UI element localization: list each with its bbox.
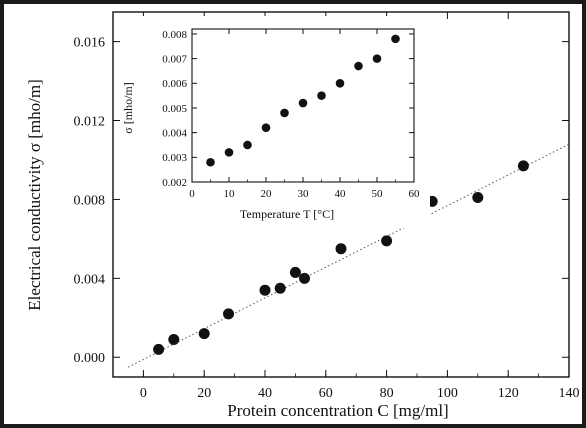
inset-x-tick-label: 10 [224, 188, 236, 200]
inset-y-tick-label: 0.008 [162, 29, 187, 41]
main-data-point [274, 282, 286, 294]
main-y-tick-label: 0.000 [74, 351, 106, 366]
inset-data-point [243, 140, 252, 150]
inset-data-point [335, 78, 345, 88]
inset-y-tick-label: 0.005 [162, 103, 187, 115]
inset-y-tick-label: 0.004 [162, 127, 187, 139]
inset-data-point [354, 61, 363, 71]
main-data-point [198, 328, 210, 340]
main-x-tick-label: 0 [140, 386, 147, 401]
main-y-axis-label: Electrical conductivity σ [mho/m] [25, 79, 44, 311]
main-data-point [335, 243, 347, 255]
main-y-tick-label: 0.004 [74, 272, 106, 287]
inset-x-tick-label: 50 [372, 188, 384, 200]
main-y-tick-label: 0.016 [74, 35, 106, 50]
main-x-tick-label: 120 [498, 386, 519, 401]
inset-x-tick-label: 40 [335, 188, 347, 200]
inset-data-point [317, 91, 326, 100]
main-x-tick-label: 40 [258, 386, 272, 401]
inset-y-tick-label: 0.003 [162, 152, 187, 164]
main-data-point [259, 284, 271, 296]
main-x-tick-label: 140 [559, 386, 580, 401]
inset-data-point [280, 108, 289, 118]
main-data-point [299, 272, 311, 284]
main-data-point [517, 160, 529, 172]
inset-x-tick-label: 30 [298, 188, 310, 200]
main-data-point [168, 334, 180, 346]
inset-data-point [206, 157, 215, 167]
inset-chart: 0 10 20 30 40 50 60 0.002 0.003 0.004 0.005 0.006 0.… [120, 16, 430, 228]
inset-y-axis-label: σ [mho/m] [121, 82, 135, 133]
inset-x-tick-label: 0 [189, 188, 195, 200]
inset-data-point [391, 34, 400, 44]
main-y-tick-label: 0.008 [74, 193, 106, 208]
main-data-point [472, 191, 484, 203]
main-data-point [153, 343, 165, 355]
inset-x-tick-label: 60 [409, 188, 421, 200]
inset-x-tick-label: 20 [261, 188, 273, 200]
main-x-axis-label: Protein concentration C [mg/ml] [227, 401, 448, 420]
main-x-tick-label: 80 [380, 386, 394, 401]
inset-y-tick-label: 0.006 [162, 78, 187, 90]
inset-data-point [224, 148, 234, 157]
inset-data-point [298, 98, 308, 108]
main-data-point [223, 308, 235, 320]
inset-y-tick-label: 0.002 [162, 177, 187, 189]
inset-data-point [261, 123, 271, 133]
main-data-point [289, 266, 301, 278]
main-y-tick-label: 0.012 [74, 114, 106, 129]
main-data-point [381, 235, 393, 247]
main-x-tick-label: 20 [197, 386, 211, 401]
inset-x-axis-label: Temperature T [°C] [240, 207, 334, 221]
inset-y-tick-label: 0.007 [162, 53, 187, 65]
main-x-tick-label: 60 [319, 386, 333, 401]
main-x-tick-label: 100 [437, 386, 458, 401]
inset-data-point [372, 54, 382, 63]
